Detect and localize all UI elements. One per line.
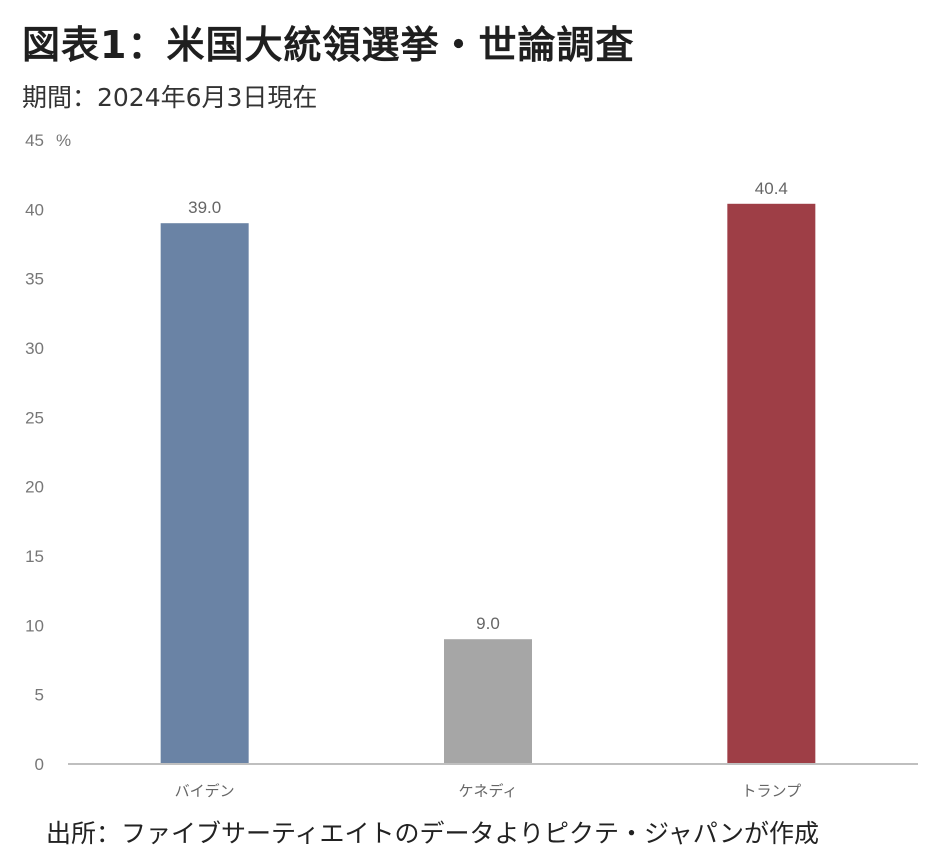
- y-tick-label: 25: [25, 408, 44, 427]
- y-tick-label: 20: [25, 478, 44, 497]
- x-category-label: バイデン: [175, 782, 235, 800]
- x-category-label: トランプ: [742, 782, 802, 800]
- y-tick-label: 0: [35, 755, 44, 774]
- y-tick-label: 10: [25, 616, 44, 635]
- y-tick-label: 35: [25, 270, 44, 289]
- x-axis: バイデン ケネディ トランプ: [175, 782, 801, 800]
- y-axis: 0 5 10 15 20 25 30 35 40 45%: [25, 131, 71, 774]
- source-note: 出所：ファイブサーティエイトのデータよりピクテ・ジャパンが作成: [46, 819, 820, 848]
- bar: [727, 203, 816, 764]
- y-unit-label: %: [56, 131, 71, 150]
- x-category-label: ケネディ: [459, 782, 518, 800]
- y-tick-label: 45: [25, 131, 44, 150]
- bar: [444, 639, 532, 764]
- y-tick-label: 15: [25, 547, 44, 566]
- chart-subtitle: 期間：2024年6月3日現在: [22, 83, 318, 112]
- data-label: 39.0: [188, 198, 221, 217]
- bars-group: 39.0 9.0 40.4: [160, 179, 816, 764]
- y-tick-label: 5: [35, 686, 44, 705]
- bar: [160, 223, 249, 764]
- chart-title: 図表1：米国大統領選挙・世論調査: [22, 23, 635, 67]
- y-tick-label: 40: [25, 200, 44, 219]
- y-tick-label: 30: [25, 339, 44, 358]
- data-label: 9.0: [476, 614, 500, 633]
- data-label: 40.4: [755, 179, 788, 198]
